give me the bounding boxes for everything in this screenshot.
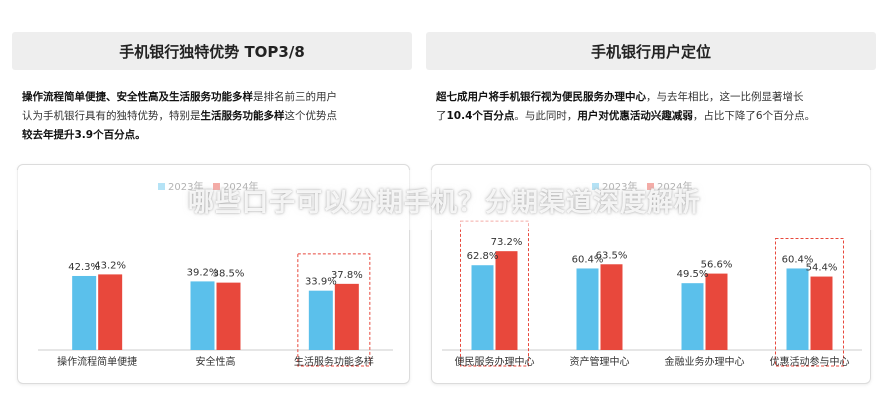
right-text-3: 。与此同时， bbox=[514, 110, 578, 122]
bar-2023 bbox=[190, 281, 215, 350]
right-bar-chart: 2023年2024年62.8%73.2%便民服务办理中心60.4%63.5%资产… bbox=[442, 180, 862, 368]
category-label: 资产管理中心 bbox=[570, 355, 630, 368]
highlight-box bbox=[775, 237, 844, 367]
category-label: 生活服务功能多样 bbox=[294, 355, 374, 368]
bar-2024 bbox=[334, 283, 359, 350]
right-text-bold-2: 10.4个百分点 bbox=[446, 110, 515, 122]
data-label-2023: 60.4% bbox=[782, 254, 814, 265]
left-panel-title: 手机银行独特优势 TOP3/8 bbox=[12, 32, 412, 70]
right-text-4: ，占比下降了6个百分点。 bbox=[692, 110, 816, 122]
data-label-2024: 56.6% bbox=[701, 260, 733, 271]
bar-2024 bbox=[495, 251, 518, 350]
right-panel: 手机银行用户定位 超七成用户将手机银行视为便民服务办理中心，与去年相比，这一比例… bbox=[426, 32, 876, 384]
data-label-2023: 60.4% bbox=[572, 254, 604, 265]
bar-2024 bbox=[810, 276, 833, 350]
bar-2024 bbox=[98, 274, 123, 350]
data-label-2023: 42.3% bbox=[68, 262, 100, 273]
left-text-bold-1: 操作流程简单便捷、安全性高及生活服务功能多样 bbox=[22, 91, 253, 103]
category-label: 便民服务办理中心 bbox=[455, 355, 535, 368]
left-text-3: 这个优势点 bbox=[284, 110, 338, 122]
bar-2024 bbox=[600, 264, 623, 350]
data-label-2024: 37.8% bbox=[331, 270, 363, 281]
right-text-bold-3: 用户对优惠活动兴趣减弱 bbox=[577, 110, 693, 122]
bar-2023 bbox=[576, 268, 599, 350]
highlight-box bbox=[460, 220, 529, 367]
data-label-2024: 63.5% bbox=[596, 250, 628, 261]
left-text-1: 是排名前三的用户 bbox=[253, 91, 337, 103]
left-panel-description: 操作流程简单便捷、安全性高及生活服务功能多样是排名前三的用户 认为手机银行具有的… bbox=[12, 88, 412, 145]
category-label: 金融业务办理中心 bbox=[665, 355, 745, 368]
bar-2023 bbox=[786, 268, 809, 350]
right-panel-title: 手机银行用户定位 bbox=[426, 32, 876, 70]
data-label-2023: 39.2% bbox=[187, 267, 219, 278]
bar-2023 bbox=[308, 290, 333, 350]
right-text-1: ，与去年相比，这一比例显著增长 bbox=[646, 91, 804, 103]
data-label-2023: 33.9% bbox=[305, 277, 337, 288]
category-label: 优惠活动参与中心 bbox=[770, 355, 850, 368]
left-panel: 手机银行独特优势 TOP3/8 操作流程简单便捷、安全性高及生活服务功能多样是排… bbox=[12, 32, 412, 384]
right-panel-description: 超七成用户将手机银行视为便民服务办理中心，与去年相比，这一比例显著增长 了10.… bbox=[426, 88, 876, 126]
right-text-bold-1: 超七成用户将手机银行视为便民服务办理中心 bbox=[436, 91, 646, 103]
bar-2023 bbox=[681, 283, 704, 350]
highlight-box bbox=[297, 253, 371, 367]
right-text-2: 了 bbox=[436, 110, 447, 122]
bar-2023 bbox=[471, 265, 494, 350]
bar-2023 bbox=[72, 275, 97, 350]
bar-2024 bbox=[705, 273, 728, 350]
data-label-2024: 43.2% bbox=[94, 260, 126, 271]
data-label-2023: 62.8% bbox=[467, 251, 499, 262]
left-text-2: 认为手机银行具有的独特优势，特别是 bbox=[22, 110, 201, 122]
title-banner: 哪些口子可以分期手机？分期渠道深度解析 bbox=[0, 170, 889, 230]
data-label-2024: 73.2% bbox=[491, 237, 523, 248]
category-label: 安全性高 bbox=[196, 355, 236, 368]
data-label-2024: 38.5% bbox=[213, 269, 245, 280]
category-label: 操作流程简单便捷 bbox=[57, 355, 137, 368]
data-label-2023: 49.5% bbox=[677, 269, 709, 280]
left-text-bold-3: 较去年提升3.9个百分点。 bbox=[22, 129, 146, 141]
left-text-bold-2: 生活服务功能多样 bbox=[200, 110, 285, 122]
bar-2024 bbox=[216, 282, 241, 350]
data-label-2024: 54.4% bbox=[806, 263, 838, 274]
